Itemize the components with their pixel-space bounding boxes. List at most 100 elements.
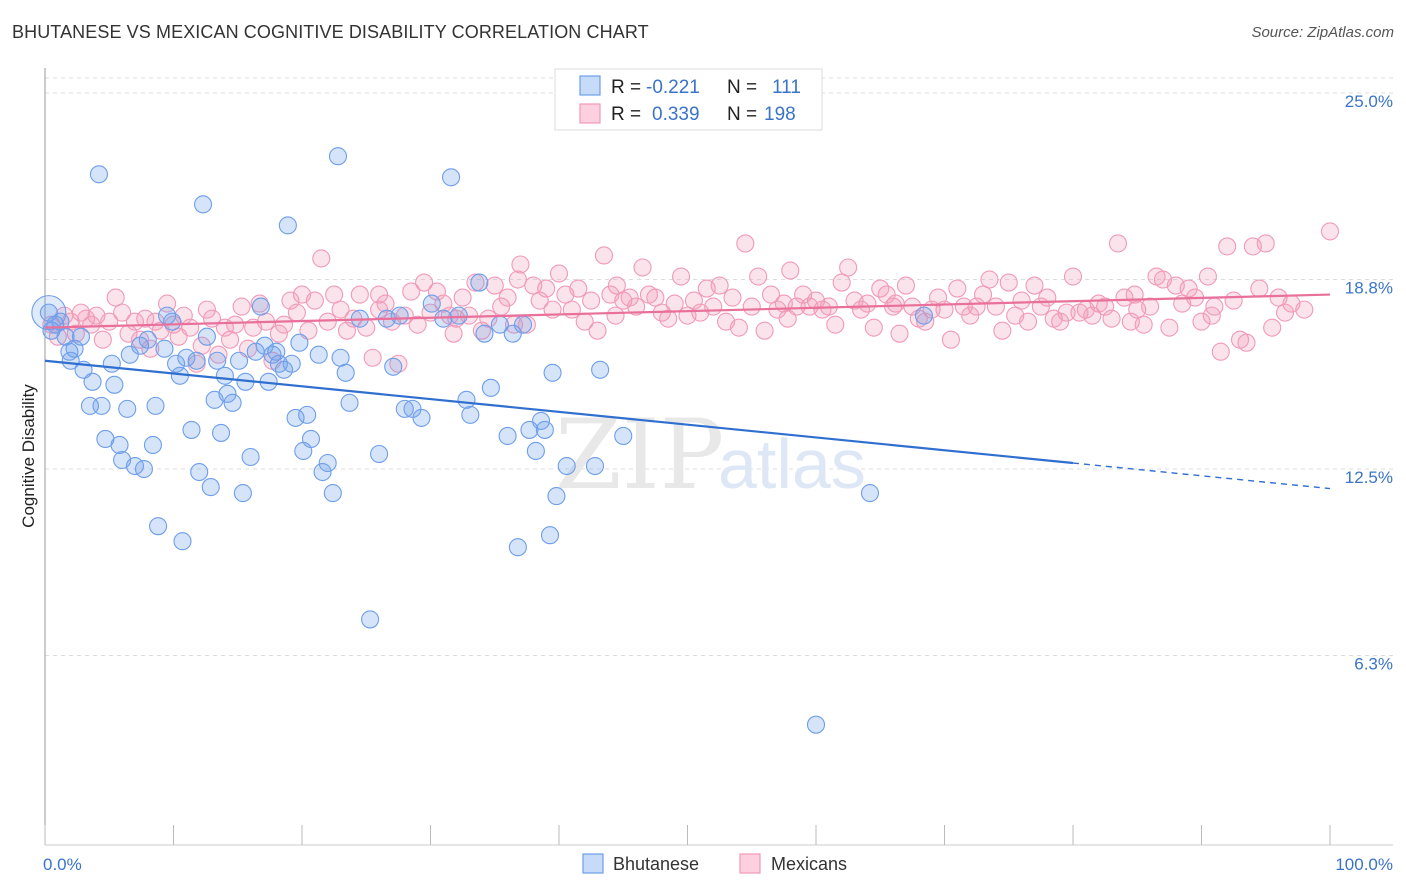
mexicans-point — [82, 315, 101, 334]
watermark-atlas: atlas — [718, 425, 866, 503]
bhutanese-point — [318, 453, 337, 473]
mexicans-point — [1237, 333, 1256, 352]
bhutanese-point — [503, 324, 522, 343]
mexicans-point — [1250, 279, 1269, 298]
bhutanese-point — [282, 354, 301, 373]
bhutanese-point — [187, 351, 206, 370]
bhutanese-trend-extension — [1072, 462, 1331, 490]
mexicans-point — [1256, 234, 1275, 253]
bhutanese-point — [89, 165, 109, 184]
mexicans-point — [620, 288, 639, 307]
mexicans-point — [232, 297, 251, 316]
bhutanese-point — [290, 333, 309, 352]
bhutanese-point — [215, 366, 234, 385]
bhutanese-point — [229, 351, 249, 370]
bhutanese-point — [370, 444, 389, 464]
bhutanese-point — [449, 306, 468, 325]
axes — [44, 68, 1393, 846]
mexicans-point — [1320, 222, 1340, 241]
bhutanese-point — [118, 399, 137, 418]
mexicans-point — [896, 276, 916, 295]
y-axis-title: Cognitive Disability — [19, 384, 38, 528]
bhutanese-point — [60, 342, 79, 361]
bhutanese-point — [173, 532, 192, 551]
mexicans-point — [781, 261, 800, 280]
bhutanese-point — [190, 462, 209, 482]
legend-r-label-mexicans: R = — [611, 104, 641, 125]
bhutanese-point — [535, 420, 554, 439]
mexicans-point — [729, 318, 748, 337]
mexicans-point — [606, 306, 625, 325]
mexicans-point — [197, 300, 216, 319]
mexicans-point — [408, 315, 427, 334]
mexicans-point — [1108, 234, 1128, 253]
mexicans-point — [318, 312, 337, 331]
mexicans-point — [376, 294, 395, 313]
bhutanese-point — [92, 396, 111, 415]
legend-n-value-mexicans: 198 — [764, 104, 796, 125]
mexicans-point — [66, 324, 85, 343]
mexicans-point — [1012, 291, 1031, 310]
bhutanese-point — [384, 357, 403, 376]
bhutanese-point — [914, 306, 933, 325]
mexicans-point — [607, 276, 626, 295]
bhutanese-point — [481, 378, 500, 397]
mexicans-point — [832, 273, 851, 292]
bhutanese-trend-line — [44, 359, 1074, 465]
mexicans-point — [890, 324, 909, 343]
mexicans-point — [839, 258, 858, 277]
mexicans-point — [305, 291, 324, 310]
bhutanese-point — [255, 336, 274, 355]
mexicans-point — [269, 324, 288, 343]
mexicans-point — [993, 321, 1012, 340]
bhutanese-point — [498, 426, 517, 445]
bhutanese-point — [102, 354, 121, 373]
mexicans-point — [106, 288, 125, 307]
bhutanese-point — [442, 168, 461, 187]
mexicans-point — [582, 291, 601, 310]
mexicans-point — [1141, 297, 1160, 316]
mexicans-point — [749, 267, 768, 286]
mexicans-point — [710, 276, 729, 295]
mexicans-point — [826, 315, 845, 334]
mexicans-point — [415, 273, 434, 292]
mexicans-point — [761, 285, 781, 304]
mexicans-point — [1224, 291, 1243, 310]
mexicans-point — [312, 249, 331, 268]
mexicans-point — [646, 288, 665, 307]
mexicans-point — [389, 354, 408, 373]
mexicans-point — [1263, 318, 1282, 337]
bhutanese-point — [182, 420, 201, 439]
mexicans-point — [1102, 309, 1121, 328]
stats-legend: R = -0.221 N = 111 R = 0.339 N = 198 — [554, 68, 823, 131]
mexicans-point — [858, 294, 877, 313]
bhutanese-point — [278, 216, 297, 235]
mexicans-point — [1275, 303, 1295, 322]
bhutanese-point — [313, 462, 332, 482]
bhutanese-point — [31, 295, 67, 331]
mexicans-point — [1134, 315, 1153, 334]
mexicans-point — [672, 267, 691, 286]
mexicans-point — [1038, 288, 1057, 307]
mexicans-point — [755, 321, 774, 340]
mexicans-point — [1051, 312, 1070, 331]
mexicans-point — [1115, 288, 1134, 307]
mexicans-point — [665, 294, 684, 313]
mexicans-point — [466, 273, 485, 292]
mexicans-point — [220, 330, 240, 349]
mexicans-points — [42, 222, 1340, 373]
mexicans-point — [961, 306, 980, 325]
bhutanese-point — [286, 408, 305, 427]
bhutanese-point — [267, 342, 286, 361]
bhutanese-point — [328, 147, 348, 166]
bottom-legend-swatch-mexicans — [739, 853, 761, 874]
mexicans-point — [1198, 267, 1217, 286]
mexicans-point — [479, 309, 498, 328]
bhutanese-point — [323, 484, 342, 503]
bhutanese-point — [547, 487, 566, 506]
bhutanese-point — [470, 273, 489, 292]
bhutanese-point — [251, 297, 270, 316]
bhutanese-point — [309, 345, 328, 364]
mexicans-point — [498, 288, 517, 307]
bhutanese-point — [543, 363, 562, 382]
